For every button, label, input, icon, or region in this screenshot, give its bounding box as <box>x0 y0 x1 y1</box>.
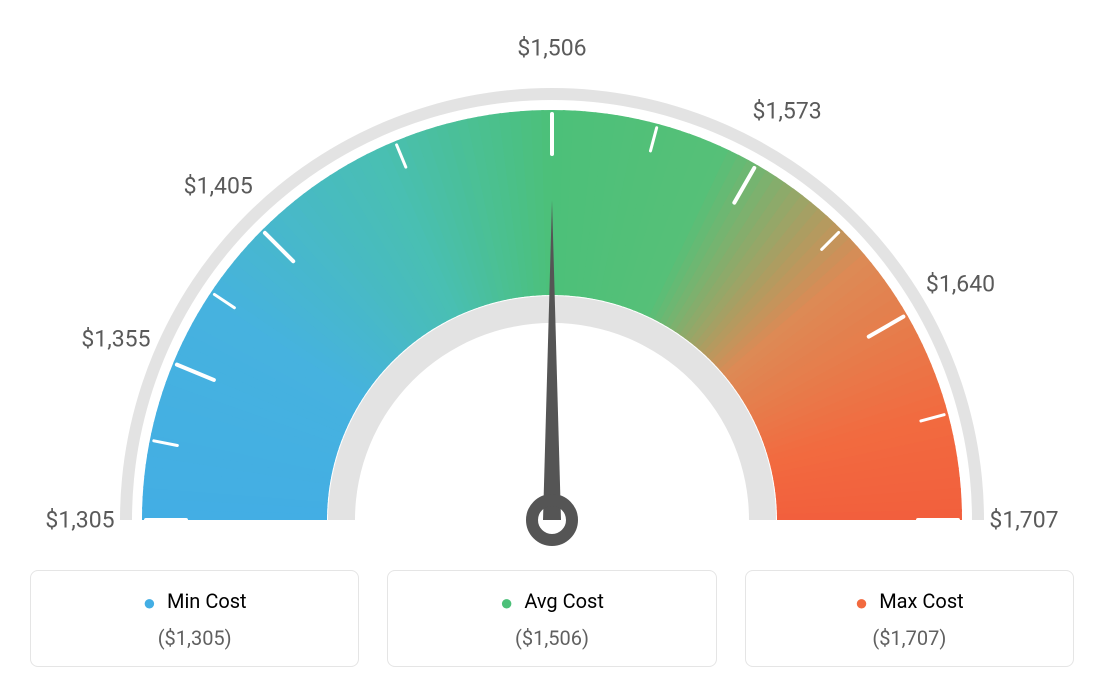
gauge-tick-label: $1,305 <box>45 507 114 534</box>
gauge-tick-label: $1,707 <box>989 507 1058 534</box>
legend-max-label: Max Cost <box>879 589 964 613</box>
gauge-tick-label: $1,506 <box>517 35 586 62</box>
legend-max-title: ● Max Cost <box>756 589 1063 616</box>
legend-avg-title: ● Avg Cost <box>398 589 705 616</box>
legend-card-avg: ● Avg Cost ($1,506) <box>387 570 716 667</box>
gauge-tick-label: $1,573 <box>753 97 822 124</box>
dot-icon: ● <box>500 591 513 616</box>
legend-card-max: ● Max Cost ($1,707) <box>745 570 1074 667</box>
legend-card-min: ● Min Cost ($1,305) <box>30 570 359 667</box>
gauge-tick-label: $1,355 <box>81 326 150 353</box>
legend-max-value: ($1,707) <box>756 626 1063 650</box>
gauge-tick-label: $1,640 <box>926 270 995 297</box>
legend-min-title: ● Min Cost <box>41 589 348 616</box>
legend-avg-value: ($1,506) <box>398 626 705 650</box>
gauge-tick-label: $1,405 <box>184 173 253 200</box>
legend-row: ● Min Cost ($1,305) ● Avg Cost ($1,506) … <box>0 560 1104 667</box>
legend-avg-label: Avg Cost <box>524 589 604 613</box>
dot-icon: ● <box>143 591 156 616</box>
legend-min-value: ($1,305) <box>41 626 348 650</box>
legend-min-label: Min Cost <box>167 589 247 613</box>
dot-icon: ● <box>855 591 868 616</box>
gauge-chart: $1,305 $1,355 $1,405 $1,506 $1,573 $1,640 $1,7… <box>0 0 1104 560</box>
